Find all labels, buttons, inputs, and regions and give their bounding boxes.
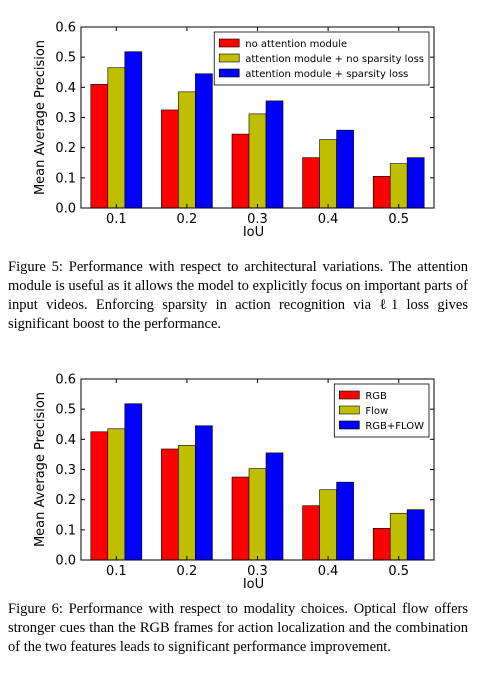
y-tick-label: 0.6 xyxy=(55,21,76,36)
y-tick-label: 0.1 xyxy=(55,523,76,538)
legend-swatch xyxy=(339,390,360,400)
figure-5: 0.0 0.1 0.2 0.3 0.4 0.5 0.6 0.1 0.2 0.3 0.4 0.5 IoU M… xyxy=(0,0,477,345)
y-tick-label: 0.2 xyxy=(55,493,76,508)
bar xyxy=(161,448,179,561)
x-tick-label: 0.1 xyxy=(106,212,127,227)
legend-frame xyxy=(213,31,430,86)
x-tick-label: 0.2 xyxy=(177,564,198,579)
y-tick-label: 0.3 xyxy=(55,111,76,126)
legend-label: RGB xyxy=(365,391,387,402)
x-tick-label: 0.5 xyxy=(388,564,409,579)
y-tick-label: 0.5 xyxy=(55,403,76,418)
bar xyxy=(195,73,213,209)
figure-6: 0.0 0.1 0.2 0.3 0.4 0.5 0.6 0.1 0.2 0.3 0.4 0.5 IoU M… xyxy=(0,352,477,697)
bar xyxy=(90,84,109,209)
bar xyxy=(265,100,284,209)
y-tick-label: 0.3 xyxy=(55,463,76,478)
y-tick-label: 0.1 xyxy=(55,171,76,186)
y-tick-label: 0.5 xyxy=(55,51,76,66)
bar xyxy=(302,157,320,209)
x-tick-label: 0.1 xyxy=(106,564,127,579)
y-axis-label: Mean Average Precision xyxy=(33,392,48,547)
y-tick-label: 0.4 xyxy=(55,81,76,96)
bar xyxy=(319,489,337,561)
y-tick-label: 0.0 xyxy=(55,554,76,569)
y-tick-label: 0.4 xyxy=(55,433,76,448)
bar xyxy=(178,91,196,209)
bar xyxy=(107,428,126,561)
bar xyxy=(406,509,425,561)
bar xyxy=(161,109,179,209)
y-tick-label: 0.6 xyxy=(55,373,76,388)
legend: RGB Flow RGB+FLOW xyxy=(333,383,430,438)
x-axis-label: IoU xyxy=(243,225,264,240)
legend-swatch xyxy=(339,420,360,430)
figure-caption: Figure 6: Performance with respect to mo… xyxy=(8,601,468,655)
bar-chart: 0.0 0.1 0.2 0.3 0.4 0.5 0.6 0.1 0.2 0.3 0.4 0.5 IoU M… xyxy=(33,373,435,592)
bar xyxy=(265,452,284,561)
bar xyxy=(302,505,320,561)
bar xyxy=(248,113,267,209)
x-tick-label: 0.4 xyxy=(318,212,339,227)
legend: no attention module attention module + no… xyxy=(213,31,430,86)
y-tick-label: 0.0 xyxy=(55,202,76,217)
legend-label: RGB+FLOW xyxy=(365,421,424,432)
x-tick-label: 0.2 xyxy=(177,212,198,227)
bar xyxy=(124,403,143,561)
bar xyxy=(336,129,354,209)
bar xyxy=(178,445,196,561)
x-tick-label: 0.3 xyxy=(247,212,268,227)
x-axis-label: IoU xyxy=(243,577,264,592)
bar xyxy=(107,67,126,209)
bar xyxy=(195,425,213,561)
x-tick-label: 0.3 xyxy=(247,564,268,579)
bar xyxy=(90,431,109,561)
legend-swatch xyxy=(218,38,240,48)
legend-label: no attention module xyxy=(245,39,347,50)
figure-caption: Figure 5: Performance with respect to ar… xyxy=(8,259,468,332)
bar xyxy=(389,163,408,209)
x-tick-label: 0.5 xyxy=(388,212,409,227)
bar xyxy=(406,157,425,209)
bar xyxy=(336,481,354,561)
bar xyxy=(124,51,143,209)
bar xyxy=(231,133,250,209)
bar xyxy=(389,512,408,561)
legend-label: Flow xyxy=(365,406,388,417)
bar xyxy=(372,176,391,209)
bar xyxy=(319,139,337,209)
y-tick-label: 0.2 xyxy=(55,141,76,156)
bar xyxy=(248,468,267,561)
legend-label: attention module + no sparsity loss xyxy=(245,54,424,65)
legend-swatch xyxy=(339,405,360,415)
bar-chart: 0.0 0.1 0.2 0.3 0.4 0.5 0.6 0.1 0.2 0.3 0.4 0.5 IoU M… xyxy=(33,21,435,240)
bar xyxy=(372,528,391,561)
legend-label: attention module + sparsity loss xyxy=(245,69,408,80)
legend-swatch xyxy=(218,68,240,78)
y-axis-label: Mean Average Precision xyxy=(33,40,48,195)
x-tick-label: 0.4 xyxy=(318,564,339,579)
bar xyxy=(231,476,250,561)
legend-swatch xyxy=(218,53,240,63)
